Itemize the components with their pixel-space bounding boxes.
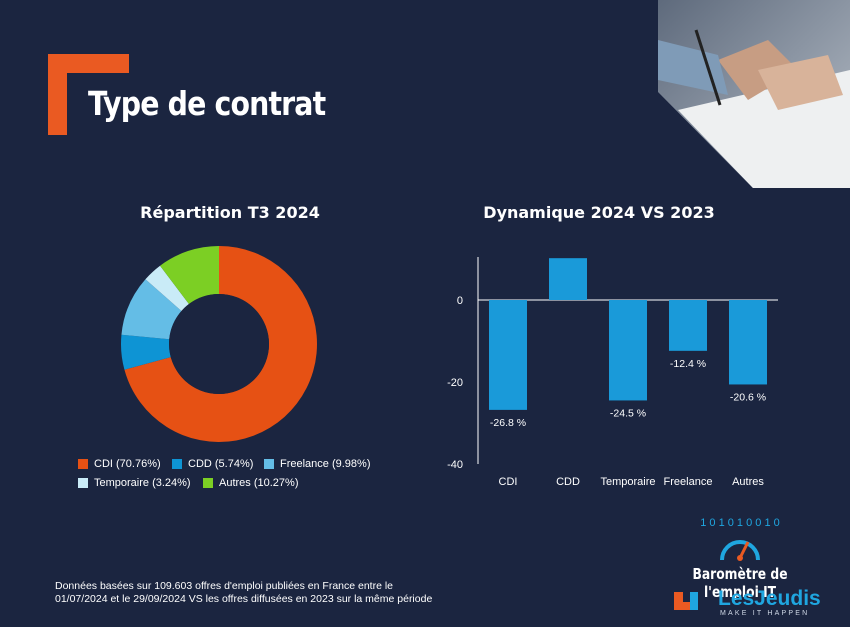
bar-cdi [489, 300, 527, 410]
x-tick-label: Autres [732, 476, 764, 488]
barometre-gauge-logo: 1 0 1 0 1 0 0 1 0 [674, 517, 780, 610]
pie-slice-cdd [121, 334, 171, 370]
x-tick-label: Temporaire [600, 476, 655, 488]
legend-label-cdi: CDI (70.76%) [94, 458, 161, 470]
bar-autres [729, 300, 767, 385]
legend-swatch-freelance [264, 459, 274, 469]
legend-item-cdd: CDD (5.74%) [172, 458, 253, 470]
pie-slice-autres [160, 246, 219, 305]
pie-chart-title: Répartition T3 2024 [140, 203, 320, 222]
bar-data-label: -20.6 % [730, 391, 766, 403]
bar-temporaire [609, 300, 647, 401]
footnote-line-1: Données basées sur 109.603 offres d'empl… [55, 580, 394, 592]
x-tick-label: Freelance [664, 476, 713, 488]
legend-item-cdi: CDI (70.76%) [78, 458, 161, 470]
bar-chart-title: Dynamique 2024 VS 2023 [483, 203, 715, 222]
legend-swatch-cdi [78, 459, 88, 469]
contract-signing-photo [658, 0, 850, 188]
legend-label-temporaire: Temporaire (3.24%) [94, 477, 191, 489]
data-source-footnote: Données basées sur 109.603 offres d'empl… [55, 580, 475, 606]
bar-freelance [669, 300, 707, 351]
legend-label-cdd: CDD (5.74%) [188, 458, 254, 470]
legend-item-autres: Autres (10.27%) [203, 477, 298, 489]
bar-data-label: -12.4 % [670, 358, 706, 370]
donut-hole [169, 294, 269, 394]
legend-swatch-cdd [172, 459, 182, 469]
pie-slice-temporaire [145, 265, 189, 311]
page-title: Type de contrat [88, 84, 326, 123]
binary-digits-text: 1 0 1 0 1 0 0 1 0 [700, 517, 780, 529]
bar-data-label: -26.8 % [490, 417, 526, 429]
y-tick-label: -40 [447, 459, 463, 471]
brand-logo-text: LesJeudis [718, 587, 821, 610]
legend-swatch-autres [203, 478, 213, 488]
barometre-title: Baromètre de l'emploi IT [692, 565, 788, 601]
y-tick-label: -20 [447, 377, 463, 389]
x-tick-label: CDI [499, 476, 518, 488]
bar-cdd [549, 258, 587, 300]
title-corner-bracket [48, 54, 129, 135]
legend-label-freelance: Freelance (9.98%) [280, 458, 371, 470]
legend-item-temporaire: Temporaire (3.24%) [78, 477, 191, 489]
legend-item-freelance: Freelance (9.98%) [264, 458, 371, 470]
legend-label-autres: Autres (10.27%) [219, 477, 299, 489]
bar-data-label: -24.5 % [610, 407, 646, 419]
pie-slice-cdi [124, 246, 317, 442]
y-tick-label: 0 [457, 295, 463, 307]
brand-tagline: MAKE IT HAPPEN [720, 610, 810, 617]
footnote-line-2: 01/07/2024 et le 29/09/2024 VS les offre… [55, 593, 433, 605]
x-tick-label: CDD [556, 476, 580, 488]
legend-swatch-temporaire [78, 478, 88, 488]
pie-slice-freelance [121, 279, 182, 340]
